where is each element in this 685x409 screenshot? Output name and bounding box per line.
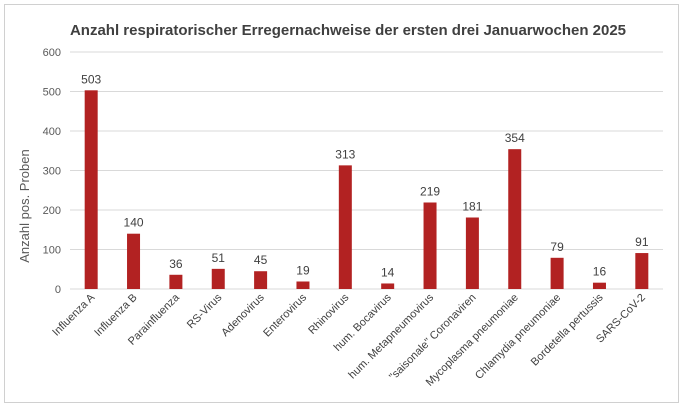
data-label: 79 (550, 240, 564, 254)
bar (169, 274, 183, 289)
y-tick-label: 300 (43, 166, 61, 178)
x-tick-label: hum. Metapneumovirus (346, 291, 436, 381)
data-label: 16 (593, 265, 607, 279)
y-tick-label: 400 (43, 126, 61, 138)
data-label: 140 (124, 216, 144, 230)
data-label: 354 (505, 131, 525, 145)
data-label: 219 (420, 184, 440, 198)
bar (423, 202, 437, 289)
data-label: 19 (296, 263, 310, 277)
bar (592, 282, 606, 289)
x-tick-label: Chlamydia pneumoniae (473, 292, 563, 382)
y-axis-label: Anzahl pos. Proben (17, 149, 32, 262)
data-label: 36 (169, 257, 183, 271)
data-label: 181 (462, 200, 482, 214)
data-label: 313 (335, 147, 355, 161)
y-tick-label: 500 (43, 87, 61, 99)
bar (381, 283, 395, 289)
x-tick-label: Rhinovirus (306, 291, 352, 337)
bar (127, 233, 141, 289)
bar (338, 165, 352, 289)
chart-title: Anzahl respiratorischer Erregernachweise… (70, 22, 626, 39)
data-label: 503 (81, 72, 101, 86)
bars (84, 90, 649, 289)
bar (550, 257, 564, 289)
data-labels: 503 140 36 51 45 19 313 14 219 181 354 79 16 91 (81, 72, 649, 279)
data-label: 45 (254, 253, 268, 267)
bar (84, 90, 98, 289)
data-label: 14 (381, 265, 395, 279)
bar (508, 149, 522, 289)
bar (296, 281, 310, 289)
x-tick-label: Influenza A (50, 291, 97, 338)
y-tick-label: 200 (43, 205, 61, 217)
x-tick-label: RS-Virus (185, 291, 225, 331)
x-tick-label: Enterovirus (261, 291, 309, 339)
x-tick-label: Adenovirus (219, 291, 267, 339)
gridlines (70, 51, 663, 290)
bar (635, 253, 649, 289)
y-tick-label: 600 (43, 47, 61, 59)
bar (465, 217, 479, 289)
data-label: 51 (212, 251, 226, 265)
x-tick-label: Bordetella pertussis (529, 291, 606, 368)
bar (211, 268, 225, 289)
data-label: 91 (635, 235, 649, 249)
y-axis-ticks: 0 100 200 300 400 500 600 (43, 47, 61, 296)
y-tick-label: 0 (55, 284, 61, 296)
y-tick-label: 100 (43, 245, 61, 257)
x-tick-label: "saisonale" Coronaviren (387, 292, 478, 383)
bar (254, 271, 268, 289)
